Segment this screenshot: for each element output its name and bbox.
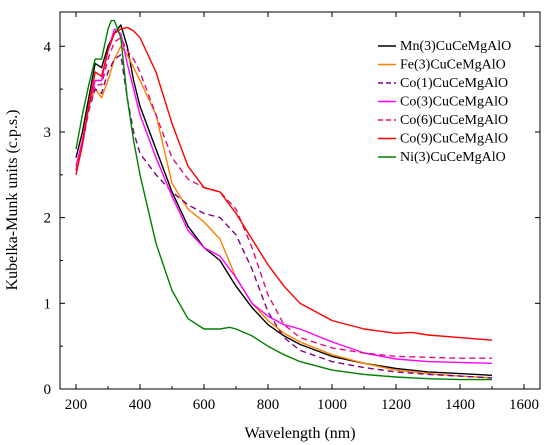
legend-label-4: Co(3)CuCeMgAlO (400, 95, 508, 110)
x-tick-label: 1600 (509, 397, 539, 413)
legend-label-7: Ni(3)CuCeMgAlO (400, 150, 506, 165)
x-tick-label: 1200 (381, 397, 411, 413)
y-tick-label: 3 (44, 125, 52, 141)
legend-label-1: Mn(3)CuCeMgAlO (400, 39, 511, 54)
y-axis-ticks: 0 1 2 3 4 (44, 39, 540, 398)
legend-label-6: Co(9)CuCeMgAlO (400, 132, 508, 147)
x-tick-label: 400 (129, 397, 152, 413)
series-line-5 (75, 37, 492, 359)
x-tick-label: 1000 (317, 397, 347, 413)
y-tick-label: 2 (44, 211, 52, 227)
plot-area (59, 11, 541, 390)
y-axis-label: Kubelka-Munk units (c.p.s.) (4, 110, 21, 291)
series-line-6 (75, 26, 493, 341)
y-tick-label: 1 (44, 296, 52, 312)
x-tick-label: 800 (257, 397, 280, 413)
legend: Mn(3)CuCeMgAlO Fe(3)CuCeMgAlO Co(1)CuCeMgA… (378, 39, 511, 165)
x-axis-ticks: 200 400 600 800 1000 1200 1400 1600 (65, 12, 539, 413)
y-tick-label: 4 (44, 39, 52, 55)
series-line-2 (75, 45, 493, 379)
legend-label-3: Co(1)CuCeMgAlO (400, 76, 508, 91)
x-tick-label: 1400 (445, 397, 475, 413)
legend-label-5: Co(6)CuCeMgAlO (400, 113, 508, 128)
series-layer (75, 19, 493, 381)
series-line-3 (75, 54, 493, 379)
x-tick-label: 200 (65, 397, 88, 413)
series-line-7 (75, 19, 492, 381)
x-axis-label: Wavelength (nm) (244, 425, 355, 442)
x-tick-label: 600 (193, 397, 216, 413)
y-tick-label: 0 (44, 382, 52, 398)
legend-label-2: Fe(3)CuCeMgAlO (400, 58, 506, 73)
